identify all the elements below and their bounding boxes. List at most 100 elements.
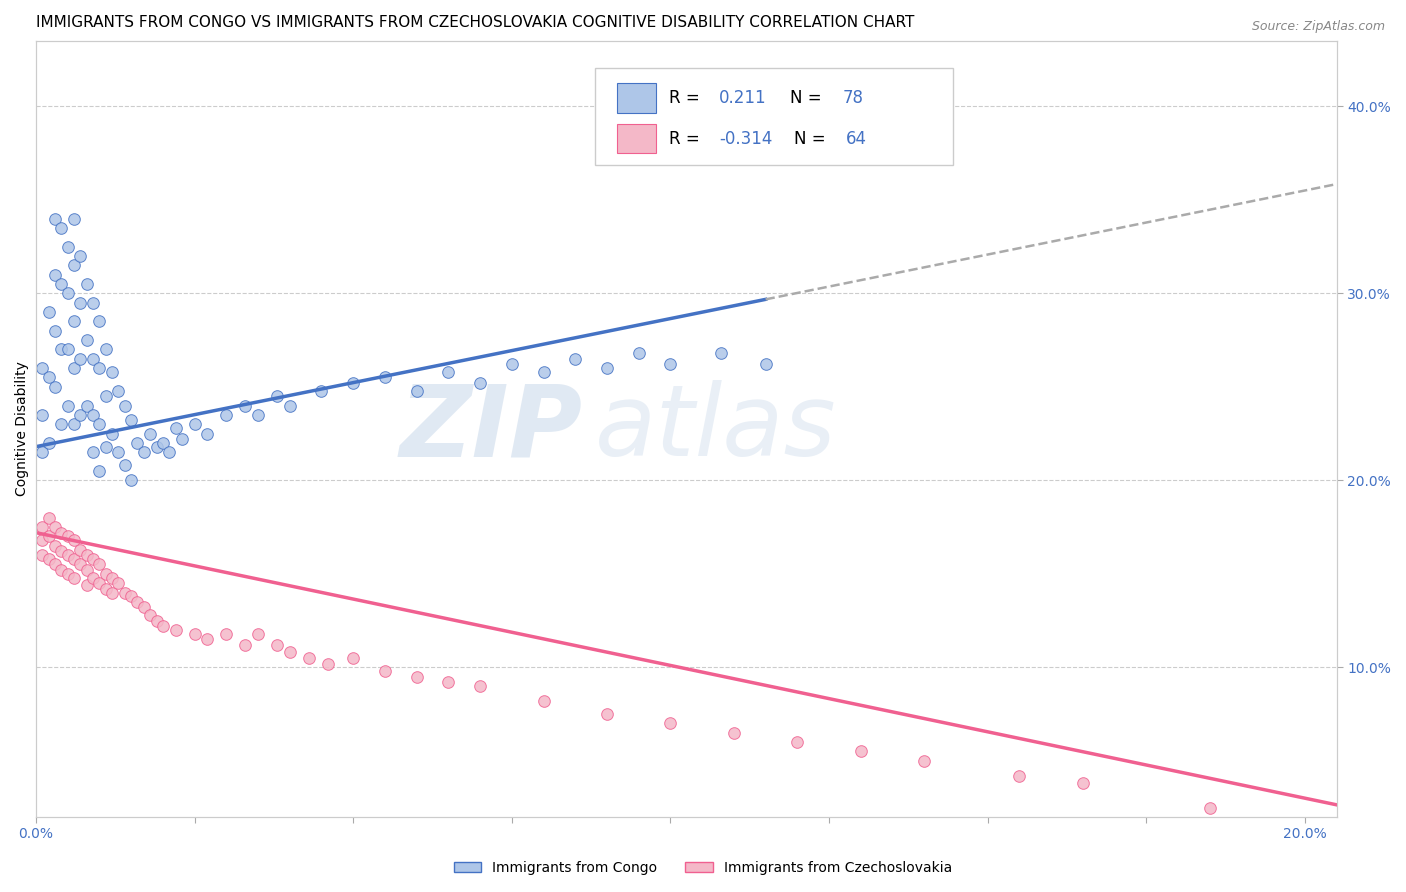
Point (89, 464, 111, 478)
Point (51, 525, 73, 540)
Point (76, 548, 98, 562)
Point (107, 576, 129, 591)
Point (316, 657, 339, 671)
Point (56, 548, 79, 562)
Point (564, 351, 586, 366)
Point (132, 600, 155, 615)
Point (82, 552, 104, 566)
Point (56, 566, 79, 581)
Point (76, 399, 98, 413)
Point (120, 413, 142, 427)
Point (44, 211, 66, 226)
Point (94, 582, 117, 596)
Point (51, 563, 73, 577)
Point (405, 670, 427, 684)
Point (501, 358, 523, 372)
Point (63, 552, 86, 566)
Point (183, 417, 205, 432)
Point (127, 595, 149, 609)
Point (44, 558, 66, 572)
Point (145, 614, 167, 628)
Point (89, 361, 111, 376)
Point (101, 570, 124, 584)
Point (82, 445, 104, 459)
Point (38, 305, 60, 319)
Point (468, 679, 491, 693)
Point (69, 408, 91, 422)
Point (31, 408, 53, 422)
Point (107, 445, 129, 459)
Point (69, 295, 91, 310)
Bar (617, 124, 657, 153)
Text: 0.211: 0.211 (718, 89, 766, 107)
Point (51, 343, 73, 357)
Point (723, 725, 745, 739)
Point (31, 548, 53, 562)
Point (120, 589, 142, 603)
Point (659, 716, 682, 731)
Point (195, 426, 218, 441)
Point (44, 268, 66, 282)
Point (786, 735, 808, 749)
Text: R =: R = (669, 129, 706, 148)
Point (69, 249, 91, 263)
Point (89, 417, 111, 432)
Point (82, 351, 104, 366)
Point (63, 211, 86, 226)
Point (89, 558, 111, 572)
Text: N =: N = (790, 89, 827, 107)
Point (94, 343, 117, 357)
Text: R =: R = (669, 89, 706, 107)
Point (101, 585, 124, 599)
Point (114, 399, 136, 413)
Point (157, 445, 180, 459)
Point (114, 458, 136, 473)
Point (44, 324, 66, 338)
Point (56, 399, 79, 413)
Point (596, 707, 619, 722)
Point (31, 445, 53, 459)
Point (1198, 800, 1220, 814)
Point (69, 351, 91, 366)
Point (101, 365, 124, 379)
Point (468, 376, 491, 390)
Point (38, 529, 60, 543)
Point (94, 440, 117, 454)
Point (51, 220, 73, 235)
Point (63, 570, 86, 584)
Point (89, 576, 111, 591)
Text: ZIP: ZIP (399, 380, 582, 477)
Point (69, 558, 91, 572)
Point (120, 473, 142, 487)
Point (533, 694, 555, 708)
Point (1008, 769, 1031, 783)
Point (374, 664, 396, 678)
Point (89, 314, 111, 328)
Text: -0.314: -0.314 (718, 129, 772, 148)
Point (437, 365, 460, 379)
Point (44, 520, 66, 534)
Point (139, 607, 162, 622)
Point (76, 277, 98, 291)
Point (51, 277, 73, 291)
Point (152, 619, 174, 633)
Point (165, 421, 187, 435)
Point (63, 533, 86, 548)
Text: N =: N = (794, 129, 831, 148)
Bar (617, 84, 657, 113)
Point (183, 626, 205, 640)
Point (76, 563, 98, 577)
Legend: Immigrants from Congo, Immigrants from Czechoslovakia: Immigrants from Congo, Immigrants from C… (449, 855, 957, 880)
Point (107, 384, 129, 398)
Point (849, 744, 872, 758)
Y-axis label: Cognitive Disability: Cognitive Disability (15, 361, 30, 496)
Point (596, 361, 619, 376)
Point (266, 389, 288, 403)
Text: atlas: atlas (595, 380, 837, 477)
Point (145, 440, 167, 454)
Point (114, 585, 136, 599)
Point (51, 417, 73, 432)
Point (51, 544, 73, 558)
Point (94, 389, 117, 403)
Point (215, 408, 238, 422)
